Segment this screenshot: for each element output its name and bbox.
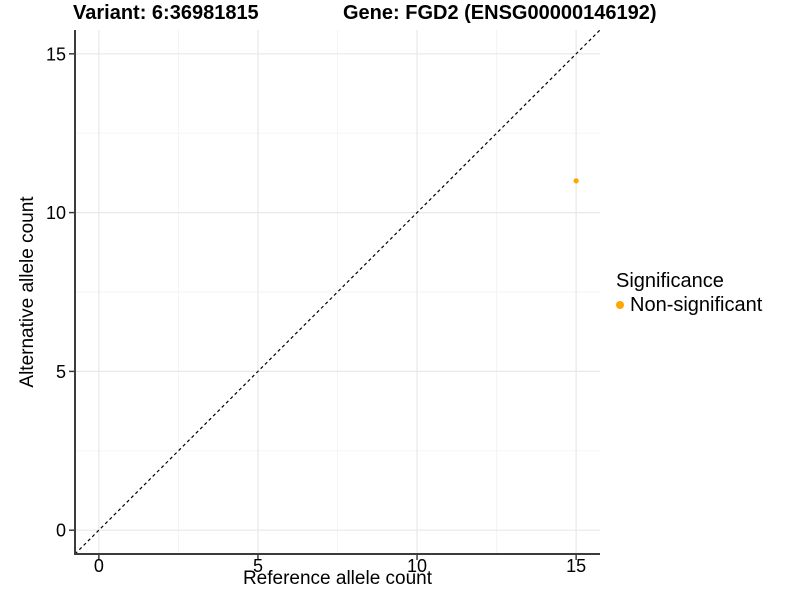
legend: Significance Non-significant	[616, 270, 762, 316]
gene-title: Gene: FGD2 (ENSG00000146192)	[343, 2, 657, 24]
legend-item-non-significant: Non-significant	[616, 294, 762, 316]
y-tick-label: 10	[46, 203, 66, 223]
x-tick-label: 10	[407, 556, 427, 576]
x-axis-title: Reference allele count	[242, 568, 433, 589]
identity-line	[74, 29, 601, 555]
legend-item-label: Non-significant	[630, 293, 763, 316]
y-tick-label: 15	[46, 44, 66, 64]
x-tick-label: 0	[94, 556, 104, 576]
x-tick-label: 5	[253, 556, 263, 576]
legend-title: Significance	[616, 270, 724, 292]
legend-point-icon	[616, 301, 624, 309]
y-tick-label: 0	[56, 521, 66, 541]
y-tick-label: 5	[56, 362, 66, 382]
variant-title: Variant: 6:36981815	[73, 2, 259, 24]
x-tick-label: 15	[566, 556, 586, 576]
y-axis-title: Alternative allele count	[17, 196, 38, 388]
data-point	[573, 178, 579, 184]
